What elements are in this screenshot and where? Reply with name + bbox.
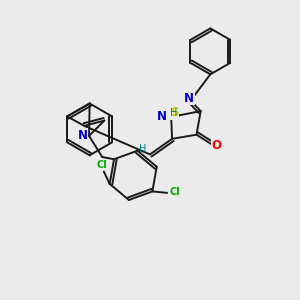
Text: N: N xyxy=(78,129,88,142)
Text: Cl: Cl xyxy=(97,160,108,170)
Text: H: H xyxy=(170,108,177,118)
Text: N: N xyxy=(158,110,167,123)
Text: O: O xyxy=(212,139,221,152)
Text: S: S xyxy=(170,106,178,119)
Text: Cl: Cl xyxy=(170,187,181,197)
Text: H: H xyxy=(139,144,146,154)
Text: N: N xyxy=(184,92,194,105)
